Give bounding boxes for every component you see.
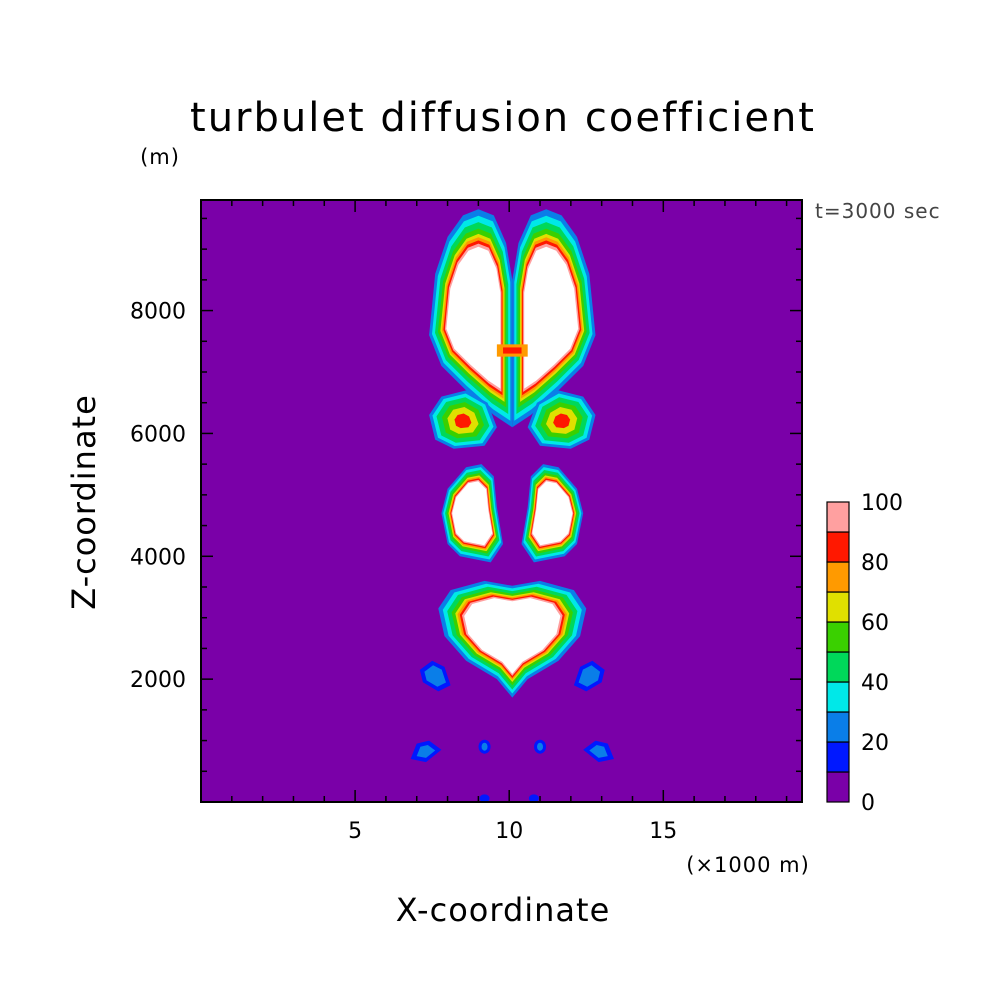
plot-frame	[200, 199, 803, 803]
y-tick-label: 4000	[130, 545, 186, 570]
x-tick-label: 10	[495, 819, 523, 844]
colorbar-tick-label: 60	[861, 611, 889, 636]
plot-area: 5 10 15 2000 4000 6000 8000	[130, 199, 803, 844]
colorbar-swatch	[826, 771, 850, 803]
surface-spot	[528, 794, 539, 802]
x-axis-label: X-coordinate	[396, 891, 611, 929]
near-surface-patch	[537, 742, 544, 751]
middle-right-lobe	[532, 481, 573, 546]
side-patch	[424, 665, 446, 687]
colorbar-swatch	[826, 591, 850, 623]
axis-ticks: 5 10 15 2000 4000 6000 8000	[130, 200, 802, 844]
colorbar-tick-label: 80	[861, 551, 889, 576]
colorbar-tick-label: 20	[861, 731, 889, 756]
mid-side-blob	[553, 413, 571, 429]
x-tick-label: 5	[348, 819, 362, 844]
time-label: t=3000 sec	[815, 199, 941, 223]
colorbar-swatch	[826, 531, 850, 563]
colorbar-tick-label: 100	[861, 491, 903, 516]
colorbar-tick-label: 0	[861, 791, 875, 816]
x-tick-label: 15	[649, 819, 677, 844]
x-unit-label: (×1000 m)	[686, 853, 810, 877]
chart-title: turbulet diffusion coefficient	[190, 95, 816, 141]
colorbar-swatch	[826, 711, 850, 743]
colorbar-swatch	[826, 501, 850, 533]
colorbar: 0 20 40 60 80 100	[826, 491, 903, 816]
middle-left-lobe	[452, 481, 493, 546]
contour-fields	[410, 209, 614, 802]
mid-side-blob	[454, 413, 472, 429]
surface-spot	[479, 794, 490, 802]
side-patch	[578, 665, 601, 687]
colorbar-swatch	[826, 741, 850, 773]
y-tick-label: 2000	[130, 668, 186, 693]
y-tick-label: 8000	[130, 300, 186, 325]
near-surface-patch	[416, 745, 436, 758]
colorbar-swatch	[826, 621, 850, 653]
near-surface-patch	[481, 742, 488, 751]
upper-right-lobe	[524, 246, 579, 389]
center-core	[503, 347, 522, 354]
lower-core	[464, 598, 561, 674]
y-axis-label: Z-coordinate	[65, 394, 103, 610]
y-unit-label: (m)	[140, 145, 180, 169]
colorbar-swatch	[826, 651, 850, 683]
colorbar-tick-label: 40	[861, 671, 889, 696]
colorbar-swatch	[826, 561, 850, 593]
upper-left-lobe	[446, 246, 501, 389]
near-surface-patch	[589, 745, 608, 758]
y-tick-label: 6000	[130, 422, 186, 447]
colorbar-swatch	[826, 681, 850, 713]
